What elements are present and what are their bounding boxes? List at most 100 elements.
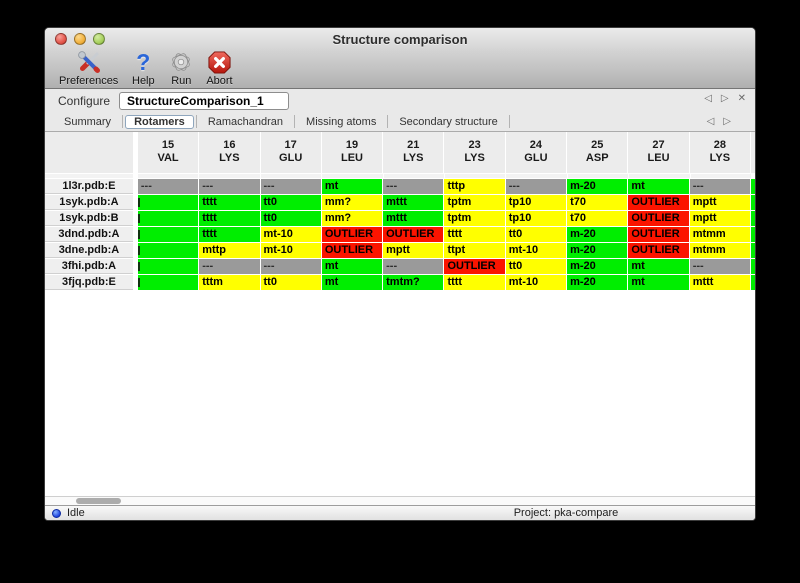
rotamer-cell[interactable]: t70 [567, 195, 628, 210]
rotamer-cell[interactable]: OUTLIER [628, 243, 689, 258]
row-header[interactable]: 3dne.pdb:A [45, 243, 133, 258]
abort-button[interactable]: Abort [200, 49, 238, 87]
rotamer-cell[interactable]: mt-10 [505, 243, 567, 258]
rotamer-cell[interactable]: tttt [199, 195, 260, 210]
rotamer-cell-partial[interactable] [751, 243, 755, 258]
rotamer-cell[interactable]: mt [628, 275, 689, 290]
close-configuration-icon[interactable]: ✕ [737, 93, 746, 104]
rotamer-cell[interactable]: tmtm? [383, 275, 444, 290]
rotamer-cell[interactable]: mtmm [689, 243, 750, 258]
rotamer-cell[interactable]: mt [628, 179, 689, 194]
tab-ramachandran[interactable]: Ramachandran [207, 115, 284, 128]
rotamer-cell[interactable]: tt0 [260, 195, 321, 210]
rotamer-cell[interactable]: mm? [321, 195, 383, 210]
rotamer-cell[interactable]: tttt [199, 211, 260, 226]
rotamer-cell[interactable]: mttt [689, 275, 750, 290]
rotamer-cell[interactable] [137, 243, 199, 258]
rotamer-cell-partial[interactable] [751, 195, 755, 210]
rotamer-cell[interactable]: --- [383, 259, 444, 274]
rotamer-cell[interactable]: --- [383, 179, 444, 194]
rotamer-cell[interactable]: m-20 [567, 243, 628, 258]
rotamer-cell[interactable]: mptt [689, 195, 750, 210]
prev-tab-icon[interactable]: ◁ [706, 116, 715, 127]
rotamer-cell[interactable]: --- [260, 259, 321, 274]
row-header[interactable]: 3dnd.pdb:A [45, 227, 133, 242]
row-header[interactable]: 1l3r.pdb:E [45, 179, 133, 194]
rotamer-cell[interactable]: tttt [444, 227, 505, 242]
rotamer-cell[interactable]: mt-10 [260, 227, 321, 242]
rotamer-cell[interactable]: mptt [383, 243, 444, 258]
tab-summary[interactable]: Summary [64, 115, 112, 128]
rotamer-cell[interactable]: OUTLIER [321, 243, 383, 258]
rotamer-cell[interactable]: ttpt [444, 243, 505, 258]
rotamer-cell[interactable]: --- [689, 179, 750, 194]
rotamer-cell[interactable]: mttt [383, 211, 444, 226]
rotamer-cell-partial[interactable] [751, 179, 755, 194]
row-header[interactable]: 1syk.pdb:B [45, 211, 133, 226]
minimize-window-button[interactable] [74, 33, 86, 45]
rotamer-cell[interactable]: mt [628, 259, 689, 274]
close-window-button[interactable] [55, 33, 67, 45]
rotamer-cell[interactable]: mt [321, 259, 383, 274]
rotamer-cell[interactable]: mt-10 [260, 243, 321, 258]
rotamer-cell[interactable]: tp10 [505, 195, 567, 210]
rotamer-cell[interactable]: t70 [567, 211, 628, 226]
rotamer-cell[interactable]: mtmm [689, 227, 750, 242]
rotamer-cell[interactable]: --- [505, 179, 567, 194]
next-configuration-icon[interactable]: ▷ [720, 93, 729, 104]
row-header[interactable]: 3fhi.pdb:A [45, 259, 133, 274]
rotamer-cell[interactable] [137, 195, 199, 210]
rotamer-cell[interactable]: mt-10 [505, 275, 567, 290]
rotamer-cell[interactable]: m-20 [567, 179, 628, 194]
rotamer-cell[interactable]: mm? [321, 211, 383, 226]
run-button[interactable]: Run [162, 49, 200, 87]
rotamer-cell[interactable]: tt0 [505, 227, 567, 242]
rotamer-cell[interactable]: --- [260, 179, 321, 194]
tab-missing-atoms[interactable]: Missing atoms [306, 115, 377, 128]
preferences-button[interactable]: Preferences [53, 49, 124, 87]
rotamer-cell[interactable]: --- [137, 179, 199, 194]
rotamer-cell[interactable]: m-20 [567, 227, 628, 242]
rotamer-cell[interactable]: tt0 [505, 259, 567, 274]
rotamer-cell[interactable]: tptm [444, 211, 505, 226]
rotamer-cell[interactable]: tt0 [260, 211, 321, 226]
configuration-name-input[interactable] [119, 91, 290, 110]
zoom-window-button[interactable] [93, 33, 105, 45]
rotamer-cell[interactable]: tttm [199, 275, 260, 290]
rotamer-cell[interactable]: --- [689, 259, 750, 274]
horizontal-scrollbar[interactable] [45, 496, 755, 505]
rotamer-cell[interactable]: mt [321, 275, 383, 290]
rotamer-cell[interactable]: OUTLIER [321, 227, 383, 242]
rotamer-cell[interactable]: mttp [199, 243, 260, 258]
rotamer-cell[interactable]: OUTLIER [628, 227, 689, 242]
rotamer-cell[interactable]: tttp [444, 179, 505, 194]
rotamer-cell[interactable] [137, 211, 199, 226]
rotamer-cell[interactable]: tt0 [260, 275, 321, 290]
rotamer-cell[interactable]: OUTLIER [628, 195, 689, 210]
tab-secondary-structure[interactable]: Secondary structure [399, 115, 498, 128]
rotamer-cell[interactable] [137, 227, 199, 242]
rotamer-cell[interactable] [137, 275, 199, 290]
row-header[interactable]: 3fjq.pdb:E [45, 275, 133, 290]
rotamer-cell[interactable]: --- [199, 259, 260, 274]
rotamer-cell-partial[interactable] [751, 227, 755, 242]
rotamer-cell-partial[interactable] [751, 211, 755, 226]
rotamer-cell[interactable]: tttt [199, 227, 260, 242]
rotamer-cell[interactable]: mptt [689, 211, 750, 226]
rotamer-cell[interactable]: mt [321, 179, 383, 194]
rotamer-cell[interactable]: m-20 [567, 259, 628, 274]
next-tab-icon[interactable]: ▷ [723, 116, 731, 127]
rotamer-cell[interactable]: mttt [383, 195, 444, 210]
rotamer-cell[interactable]: m-20 [567, 275, 628, 290]
scrollbar-thumb[interactable] [76, 498, 121, 504]
rotamer-cell[interactable]: tp10 [505, 211, 567, 226]
help-button[interactable]: ? Help [132, 49, 155, 87]
rotamer-cell[interactable]: OUTLIER [444, 259, 505, 274]
rotamer-cell[interactable]: tttt [444, 275, 505, 290]
rotamer-cell[interactable]: OUTLIER [628, 211, 689, 226]
rotamer-cell-partial[interactable] [751, 275, 755, 290]
rotamer-cell[interactable] [137, 259, 199, 274]
tab-rotamers[interactable]: Rotamers [125, 114, 194, 129]
row-header[interactable]: 1syk.pdb:A [45, 195, 133, 210]
rotamer-cell[interactable]: tptm [444, 195, 505, 210]
